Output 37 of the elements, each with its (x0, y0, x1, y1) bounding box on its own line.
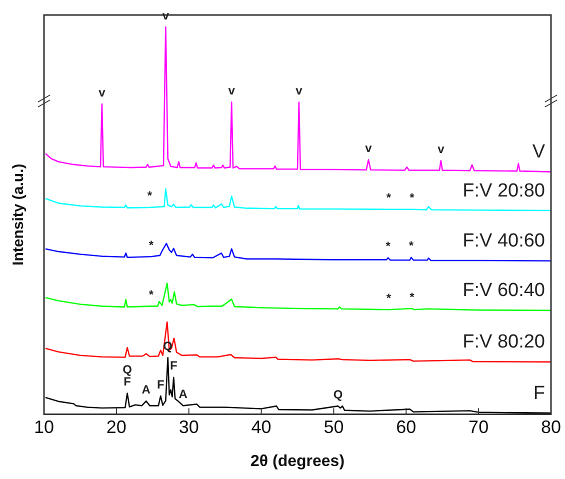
series-label: F:V 80:20 (462, 332, 545, 353)
annotation: v (438, 142, 445, 156)
annotation: * (386, 190, 392, 205)
x-tick-label: 60 (396, 416, 416, 437)
x-tick-label: 50 (324, 416, 344, 437)
annotation: A (142, 382, 151, 396)
y-axis-title: Intensity (a.u.) (10, 164, 28, 266)
annotation: v (228, 83, 236, 98)
x-tick-label: 30 (178, 416, 199, 437)
annotation: * (147, 188, 152, 203)
annotation: * (386, 239, 391, 254)
annotation: * (410, 290, 415, 304)
annotation: * (408, 238, 414, 253)
x-tick-label: 10 (34, 416, 54, 437)
annotation: * (410, 190, 415, 205)
series-label: F (533, 382, 545, 404)
annotation: A (178, 386, 188, 401)
annotation: Q (122, 362, 132, 377)
annotation: * (148, 238, 154, 252)
annotation: * (386, 290, 392, 305)
x-tick-label: 40 (251, 416, 272, 437)
x-axis-title: 2θ (degrees) (250, 452, 345, 470)
series-label: F:V 40:60 (462, 230, 545, 252)
annotation: F (156, 377, 164, 392)
annotation: * (148, 287, 154, 302)
annotation: Q (333, 387, 343, 402)
annotation: F (170, 358, 178, 373)
annotation: F (124, 374, 131, 389)
series-label: F:V 60:40 (462, 280, 545, 302)
annotation: v (98, 85, 106, 100)
x-tick-label: 70 (468, 416, 489, 437)
x-tick-label: 20 (106, 416, 126, 437)
annotation: v (296, 83, 303, 98)
annotation: v (365, 141, 372, 156)
series-label: F:V 20:80 (462, 180, 545, 202)
x-tick-label: 80 (540, 416, 562, 437)
series-label: V (532, 142, 546, 163)
